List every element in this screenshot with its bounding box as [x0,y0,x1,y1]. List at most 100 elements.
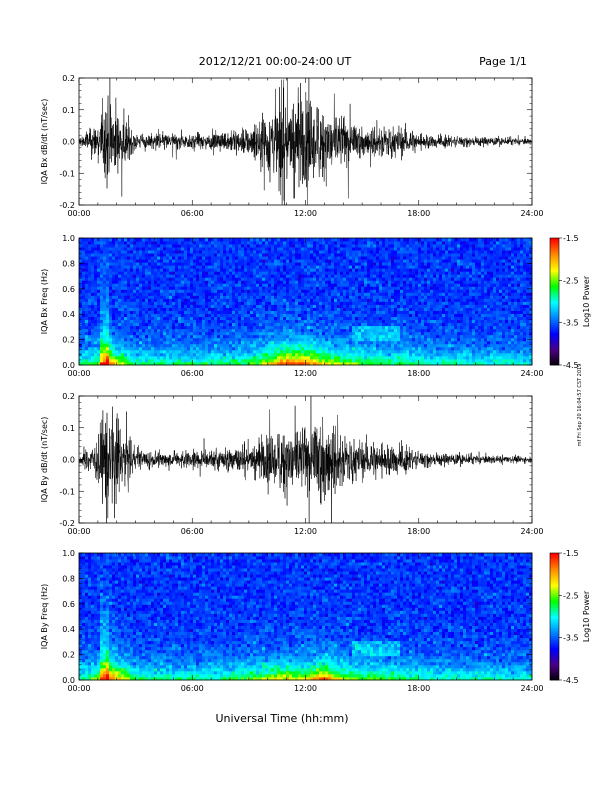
spectrogram-cell [424,334,428,339]
spectrogram-cell [229,259,233,263]
spectrogram-cell [337,361,341,366]
spectrogram-cell [175,328,179,333]
spectrogram-cell [193,283,197,287]
spectrogram-cell [394,337,398,342]
spectrogram-cell [388,337,392,342]
spectrogram-cell [361,283,365,287]
spectrogram-cell [361,295,365,299]
spectrogram-cell [190,313,194,318]
spectrogram-cell [133,328,137,333]
spectrogram-cell [304,286,308,290]
spectrogram-cell [190,253,194,257]
spectrogram-cell [130,286,134,290]
spectrogram-cell [358,316,362,321]
spectrogram-cell [133,307,137,311]
spectrogram-cell [307,256,311,260]
spectrogram-cell [385,358,389,363]
spectrogram-cell [91,262,95,266]
spectrogram-cell [382,265,386,269]
spectrogram-cell [385,286,389,290]
spectrogram-cell [301,250,305,254]
spectrogram-cell [304,250,308,254]
spectrogram-cell [367,322,371,327]
spectrogram-cell [295,352,299,357]
spectrogram-cell [310,316,314,321]
spectrogram-cell [106,247,110,251]
spectrogram-cell [409,244,413,248]
spectrogram-cell [331,361,335,366]
spectrogram-cell [85,352,89,357]
spectrogram-cell [343,349,347,354]
spectrogram-cell [409,265,413,269]
spectrogram-cell [409,262,413,266]
spectrogram-cell [133,292,137,296]
spectrogram-cell [382,286,386,290]
spectrogram-cell [88,262,92,266]
spectrogram-cell [193,349,197,354]
spectrogram-cell [220,250,224,254]
spectrogram-cell [148,307,152,311]
spectrogram-cell [79,274,83,278]
spectrogram-cell [259,328,263,333]
spectrogram-cell [130,346,134,351]
spectrogram-cell [364,355,368,360]
spectrogram-cell [328,256,332,260]
spectrogram-cell [304,289,308,293]
spectrogram-cell [304,262,308,266]
spectrogram-cell [364,334,368,339]
spectrogram-cell [400,322,404,327]
spectrogram-cell [220,283,224,287]
spectrogram-cell [400,283,404,287]
spectrogram-cell [412,265,416,269]
spectrogram-cell [379,295,383,299]
panel-bx-dbdt: 00:00 06:00 12:00 18:00 24:00-0.2-0.10.00.10… [40,74,544,218]
spectrogram-cell [349,352,353,357]
spectrogram-cell [100,301,104,305]
spectrogram-cell [355,310,359,314]
spectrogram-cell [232,295,236,299]
spectrogram-cell [181,253,185,257]
spectrogram-cell [226,241,230,245]
spectrogram-cell [190,334,194,339]
spectrogram-cell [322,247,326,251]
spectrogram-cell [187,238,191,242]
spectrogram-cell [121,253,125,257]
spectrogram-cell [274,286,278,290]
spectrogram-cell [136,295,140,299]
spectrogram-cell [214,349,218,354]
spectrogram-cell [391,310,395,314]
spectrogram-cell [169,241,173,245]
spectrogram-cell [220,292,224,296]
spectrogram-cell [391,337,395,342]
spectrogram-cell [424,331,428,336]
spectrogram-cell [382,292,386,296]
spectrogram-cell [136,325,140,330]
spectrogram-cell [196,325,200,330]
spectrogram-cell [190,238,194,242]
spectrogram-cell [166,310,170,314]
spectrogram-cell [94,355,98,360]
spectrogram-cell [259,271,263,275]
spectrogram-cell [211,241,215,245]
spectrogram-cell [262,298,266,302]
spectrogram-cell [97,340,101,345]
spectrogram-cell [403,334,407,339]
spectrogram-cell [355,298,359,302]
spectrogram-cell [235,322,239,327]
spectrogram-cell [205,307,209,311]
spectrogram-cell [199,343,203,348]
spectrogram-cell [295,271,299,275]
spectrogram-cell [322,283,326,287]
spectrogram-cell [343,316,347,321]
spectrogram-cell [334,268,338,272]
spectrogram-cell [340,253,344,257]
spectrogram-cell [262,268,266,272]
spectrogram-cell [289,337,293,342]
spectrogram-cell [274,250,278,254]
spectrogram-cell [280,250,284,254]
spectrogram-cell [109,325,113,330]
spectrogram-cell [226,358,230,363]
spectrogram-cell [319,328,323,333]
spectrogram-cell [136,334,140,339]
spectrogram-cell [133,301,137,305]
